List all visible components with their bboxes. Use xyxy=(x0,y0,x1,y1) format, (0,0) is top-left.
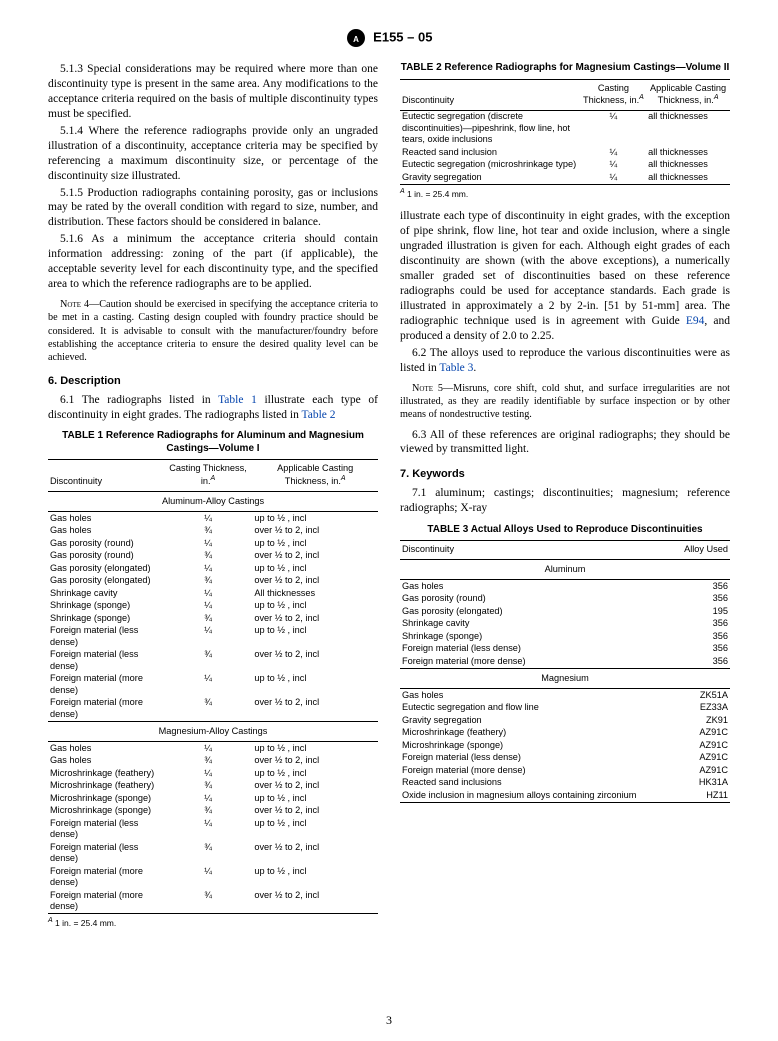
table-row: Oxide inclusion in magnesium alloys cont… xyxy=(400,789,730,802)
para-7-1: 7.1 aluminum; castings; discontinuities;… xyxy=(400,486,730,516)
table-row: Reacted sand inclusion¼all thicknesses xyxy=(400,146,730,159)
table-2: Discontinuity Casting Thickness, in.A Ap… xyxy=(400,79,730,185)
table-row: Foreign material (more dense)¾over ½ to … xyxy=(48,889,378,914)
table-3: Discontinuity Alloy Used Aluminum Gas ho… xyxy=(400,540,730,803)
table-1-footnote: A 1 in. = 25.4 mm. xyxy=(48,916,378,929)
table-row: Gas holes¾over ½ to 2, incl xyxy=(48,525,378,538)
page-header: A E155 – 05 xyxy=(48,28,730,48)
table-row: Foreign material (less dense)AZ91C xyxy=(400,752,730,765)
t3-sub-al: Aluminum xyxy=(400,559,730,580)
t1-sub-al: Aluminum-Alloy Castings xyxy=(48,491,378,512)
table-row: Foreign material (less dense)¼up to ½ , … xyxy=(48,817,378,841)
table-row: Microshrinkage (sponge)¼up to ½ , incl xyxy=(48,792,378,805)
table-row: Gas porosity (elongated)¾over ½ to 2, in… xyxy=(48,575,378,588)
para-cont: illustrate each type of discontinuity in… xyxy=(400,209,730,343)
table-row: Gas holesZK51A xyxy=(400,689,730,702)
link-table-1[interactable]: Table 1 xyxy=(218,394,257,406)
table-row: Shrinkage (sponge)¼up to ½ , incl xyxy=(48,600,378,613)
table-row: Gas porosity (round)356 xyxy=(400,593,730,606)
table-row: Gas porosity (elongated)¼up to ½ , incl xyxy=(48,562,378,575)
table-2-title: TABLE 2 Reference Radiographs for Magnes… xyxy=(400,62,730,75)
table-row: Foreign material (less dense)356 xyxy=(400,643,730,656)
para-5-1-4: 5.1.4 Where the reference radiographs pr… xyxy=(48,124,378,184)
table-row: Microshrinkage (feathery)¼up to ½ , incl xyxy=(48,767,378,780)
table-row: Microshrinkage (sponge)AZ91C xyxy=(400,739,730,752)
t3-h2: Alloy Used xyxy=(675,541,730,560)
table-row: Reacted sand inclusionsHK31A xyxy=(400,777,730,790)
t3-h1: Discontinuity xyxy=(400,541,675,560)
table-row: Gravity segregation¼all thicknesses xyxy=(400,171,730,184)
table-1: Discontinuity Casting Thickness, in.A Ap… xyxy=(48,459,378,914)
table-row: Foreign material (more dense)¾over ½ to … xyxy=(48,697,378,722)
table-row: Shrinkage cavity356 xyxy=(400,618,730,631)
table-row: Gas holes¼up to ½ , incl xyxy=(48,512,378,525)
note-5: Note 5—Misruns, core shift, cold shut, a… xyxy=(400,382,730,422)
para-5-1-6: 5.1.6 As a minimum the acceptance criter… xyxy=(48,232,378,292)
t1-sub-mg: Magnesium-Alloy Castings xyxy=(48,721,378,742)
para-6-1: 6.1 The radiographs listed in Table 1 il… xyxy=(48,393,378,423)
table-row: Gas porosity (elongated)195 xyxy=(400,605,730,618)
link-table-2[interactable]: Table 2 xyxy=(302,409,336,421)
table-row: Eutectic segregation and flow lineEZ33A xyxy=(400,702,730,715)
table-row: Gas porosity (round)¼up to ½ , incl xyxy=(48,537,378,550)
table-row: Gravity segregationZK91 xyxy=(400,714,730,727)
table-row: Foreign material (less dense)¼up to ½ , … xyxy=(48,625,378,649)
table-row: Gas porosity (round)¾over ½ to 2, incl xyxy=(48,550,378,563)
table-2-footnote: A 1 in. = 25.4 mm. xyxy=(400,187,730,200)
link-e94[interactable]: E94 xyxy=(686,315,705,327)
t1-h3: Applicable Casting Thickness, in.A xyxy=(252,460,378,491)
svg-text:A: A xyxy=(353,35,359,44)
table-row: Gas holes356 xyxy=(400,580,730,593)
table-row: Foreign material (more dense)¼up to ½ , … xyxy=(48,673,378,697)
t2-h3: Applicable Casting Thickness, in.A xyxy=(646,79,730,110)
para-6-3: 6.3 All of these references are original… xyxy=(400,428,730,458)
t3-sub-mg: Magnesium xyxy=(400,668,730,689)
t2-h1: Discontinuity xyxy=(400,79,581,110)
t1-h1: Discontinuity xyxy=(48,460,164,491)
para-5-1-3: 5.1.3 Special considerations may be requ… xyxy=(48,62,378,122)
designation: E155 – 05 xyxy=(373,29,432,44)
note-4: Note 4—Caution should be exercised in sp… xyxy=(48,298,378,364)
section-6-heading: 6. Description xyxy=(48,374,378,388)
table-row: Shrinkage (sponge)¾over ½ to 2, incl xyxy=(48,612,378,625)
table-row: Microshrinkage (feathery)AZ91C xyxy=(400,727,730,740)
link-table-3[interactable]: Table 3 xyxy=(439,362,473,374)
table-row: Foreign material (more dense)AZ91C xyxy=(400,764,730,777)
para-5-1-5: 5.1.5 Production radiographs containing … xyxy=(48,186,378,231)
para-6-2: 6.2 The alloys used to reproduce the var… xyxy=(400,346,730,376)
table-row: Microshrinkage (feathery)¾over ½ to 2, i… xyxy=(48,780,378,793)
table-row: Shrinkage (sponge)356 xyxy=(400,630,730,643)
t2-h2: Casting Thickness, in.A xyxy=(581,79,647,110)
table-row: Gas holes¾over ½ to 2, incl xyxy=(48,755,378,768)
table-row: Foreign material (more dense)356 xyxy=(400,655,730,668)
table-3-title: TABLE 3 Actual Alloys Used to Reproduce … xyxy=(400,524,730,537)
table-row: Eutectic segregation (discrete discontin… xyxy=(400,110,730,146)
table-row: Foreign material (less dense)¾over ½ to … xyxy=(48,649,378,673)
astm-logo-icon: A xyxy=(346,28,366,48)
page-number: 3 xyxy=(0,1013,778,1029)
table-row: Shrinkage cavity¼All thicknesses xyxy=(48,587,378,600)
table-row: Microshrinkage (sponge)¾over ½ to 2, inc… xyxy=(48,805,378,818)
table-row: Foreign material (more dense)¼up to ½ , … xyxy=(48,865,378,889)
table-row: Eutectic segregation (microshrinkage typ… xyxy=(400,159,730,172)
section-7-heading: 7. Keywords xyxy=(400,467,730,481)
t1-h2: Casting Thickness, in.A xyxy=(164,460,253,491)
table-row: Gas holes¼up to ½ , incl xyxy=(48,742,378,755)
table-row: Foreign material (less dense)¾over ½ to … xyxy=(48,841,378,865)
table-1-title: TABLE 1 Reference Radiographs for Alumin… xyxy=(48,430,378,455)
